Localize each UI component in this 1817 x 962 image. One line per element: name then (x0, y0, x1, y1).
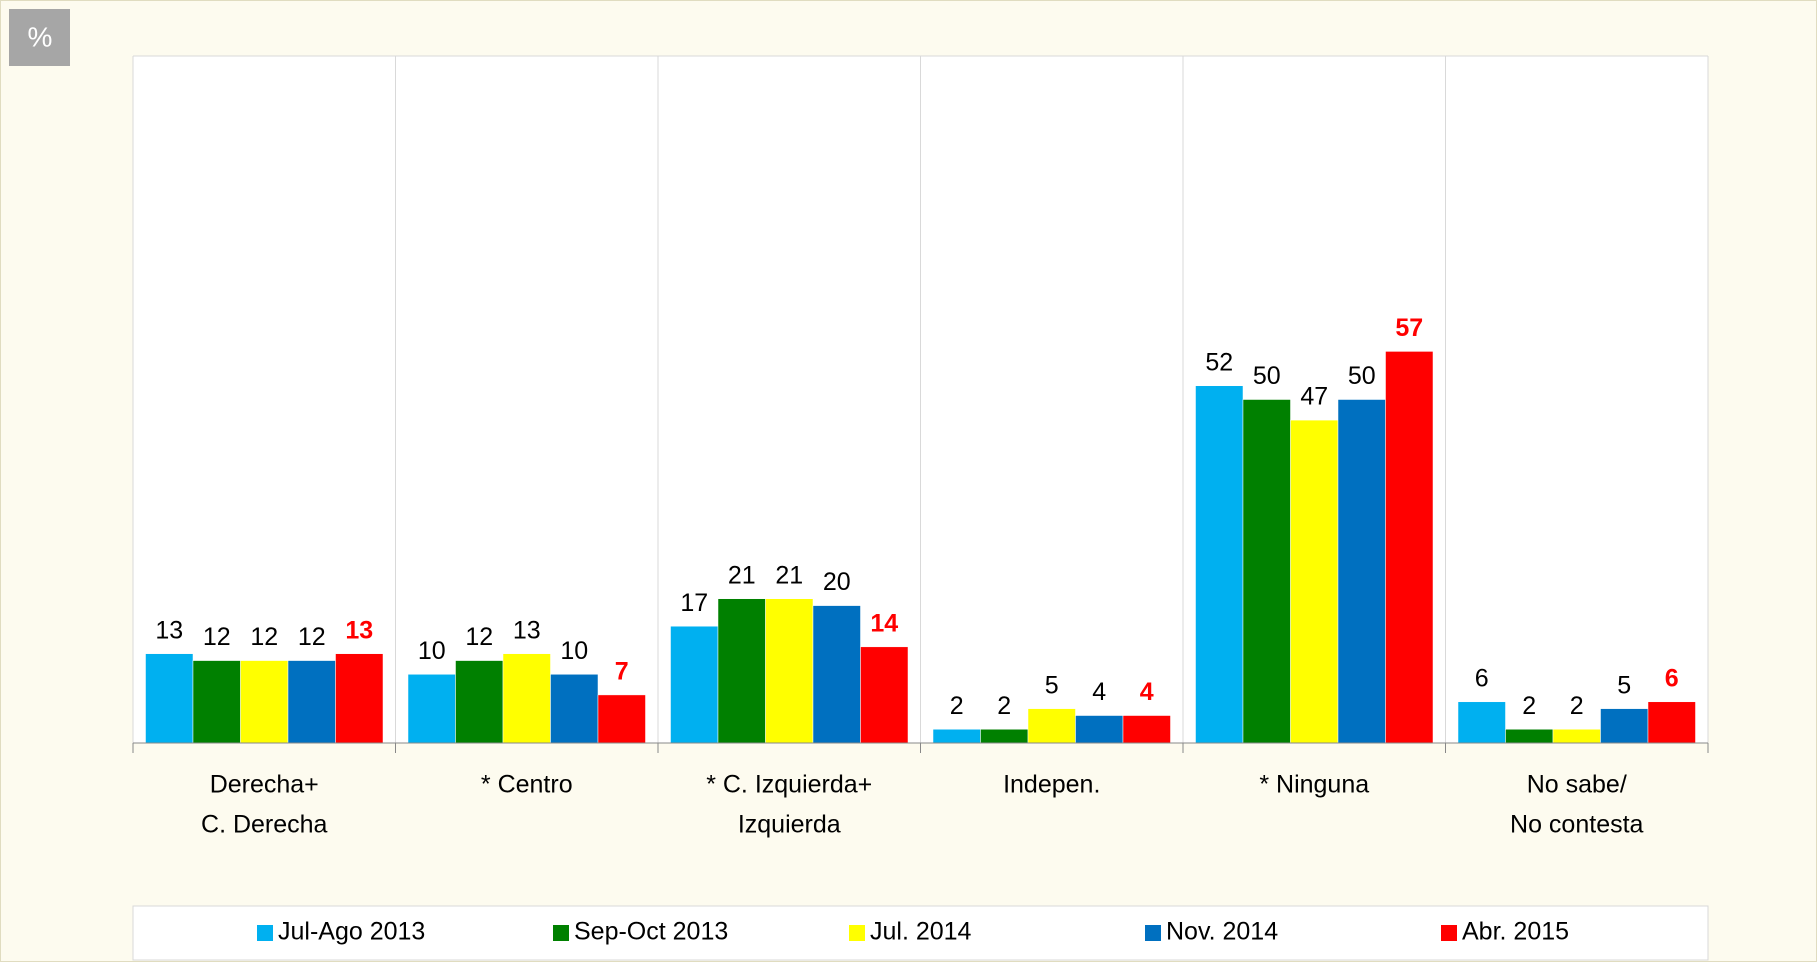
data-label: 2 (1570, 692, 1584, 720)
bar (860, 646, 909, 744)
data-label: 57 (1395, 314, 1423, 342)
bar (1600, 708, 1649, 744)
bar (287, 660, 336, 744)
legend-swatch (1145, 925, 1161, 941)
data-label: 2 (997, 692, 1011, 720)
bar (1337, 399, 1386, 744)
bar (812, 605, 861, 744)
x-tick-label: * Centro (481, 771, 573, 799)
data-label: 5 (1617, 671, 1631, 699)
data-label: 12 (465, 623, 493, 651)
bar (550, 674, 599, 744)
data-label: 12 (250, 623, 278, 651)
data-label: 52 (1205, 348, 1233, 376)
data-label: 50 (1253, 362, 1281, 390)
data-label: 21 (728, 561, 756, 589)
data-label: 7 (615, 658, 629, 686)
bar (240, 660, 289, 744)
bar (1290, 419, 1339, 744)
bar (1195, 385, 1244, 744)
legend-swatch (849, 925, 865, 941)
bar (980, 729, 1029, 744)
data-label: 4 (1092, 678, 1106, 706)
x-tick-label: C. Derecha (201, 811, 328, 839)
legend-swatch (257, 925, 273, 941)
data-label: 13 (155, 616, 183, 644)
x-tick-label: Izquierda (738, 811, 841, 839)
x-tick-label: * Ninguna (1259, 771, 1369, 799)
legend-label: Sep-Oct 2013 (574, 918, 728, 946)
bar (1027, 708, 1076, 744)
data-label: 13 (513, 616, 541, 644)
bar (407, 674, 456, 744)
bar (1122, 715, 1171, 744)
legend-label: Jul-Ago 2013 (278, 918, 425, 946)
legend-label: Nov. 2014 (1166, 918, 1278, 946)
data-label: 12 (298, 623, 326, 651)
data-label: 2 (1522, 692, 1536, 720)
data-label: 10 (418, 637, 446, 665)
legend-label: Abr. 2015 (1462, 918, 1569, 946)
bar (335, 653, 384, 744)
data-label: 14 (870, 609, 898, 637)
bar (1242, 399, 1291, 744)
bar (1552, 729, 1601, 744)
bar (670, 625, 719, 744)
bar (1385, 351, 1434, 744)
x-tick-label: Derecha+ (210, 771, 319, 799)
bar (717, 598, 766, 744)
data-label: 6 (1475, 664, 1489, 692)
bar (145, 653, 194, 744)
bar (192, 660, 241, 744)
legend-swatch (553, 925, 569, 941)
data-label: 6 (1665, 664, 1679, 692)
unit-box (9, 9, 70, 66)
legend-label: Jul. 2014 (870, 918, 972, 946)
data-label: 13 (345, 616, 373, 644)
bar (932, 729, 981, 744)
data-label: 10 (560, 637, 588, 665)
bar (597, 694, 646, 744)
bar (1505, 729, 1554, 744)
bar (765, 598, 814, 744)
x-tick-label: No contesta (1510, 811, 1644, 839)
x-tick-label: No sabe/ (1527, 771, 1627, 799)
data-label: 21 (775, 561, 803, 589)
data-label: 12 (203, 623, 231, 651)
data-label: 5 (1045, 671, 1059, 699)
bar (502, 653, 551, 744)
bar (1457, 701, 1506, 744)
legend-swatch (1441, 925, 1457, 941)
bar (1647, 701, 1696, 744)
data-label: 17 (680, 589, 708, 617)
data-label: 20 (823, 568, 851, 596)
data-label: 47 (1300, 383, 1328, 411)
data-label: 4 (1140, 678, 1154, 706)
bar (1075, 715, 1124, 744)
x-tick-label: Indepen. (1003, 771, 1100, 799)
bar (455, 660, 504, 744)
x-tick-label: * C. Izquierda+ (706, 771, 872, 799)
unit-label: % (28, 21, 53, 52)
data-label: 2 (950, 692, 964, 720)
data-label: 50 (1348, 362, 1376, 390)
